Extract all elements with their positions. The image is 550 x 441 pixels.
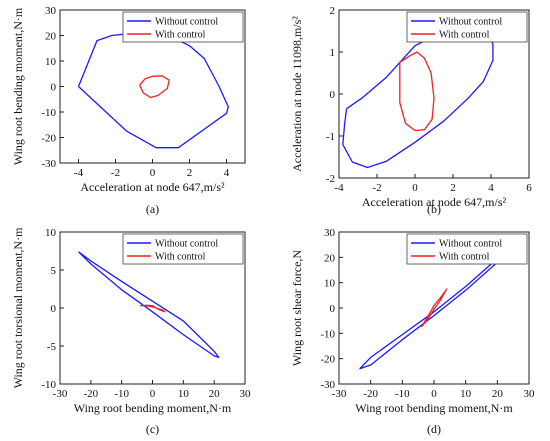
y-axis-label: Wing root torsional moment,N·m	[11, 227, 25, 388]
x-tick-label: 30	[524, 388, 536, 400]
y-tick-label: -20	[320, 354, 335, 366]
x-tick-label: 0	[150, 167, 156, 179]
x-tick-label: -20	[363, 388, 378, 400]
y-tick-label: -1	[326, 131, 335, 143]
panel-label: (d)	[427, 422, 441, 436]
y-axis-label: Wing root shear force,N	[290, 250, 304, 366]
x-tick-label: 2	[450, 182, 456, 194]
series-without-control	[342, 22, 494, 169]
series-without-control	[77, 32, 229, 149]
y-tick-label: -30	[320, 379, 335, 391]
y-tick-label: 10	[324, 278, 336, 290]
x-tick-label: -10	[114, 388, 129, 400]
x-axis-label: Acceleration at node 647,m/s²	[362, 195, 507, 209]
x-tick-label: -20	[83, 388, 98, 400]
legend-label: Without control	[439, 17, 502, 28]
x-tick-label: 20	[209, 388, 221, 400]
y-tick-label: 30	[45, 5, 57, 17]
y-tick-label: 2	[330, 5, 336, 17]
legend-box	[406, 11, 528, 43]
y-axis-label: Acceleration at node 11098,m/s²	[290, 16, 304, 172]
legend-label: With control	[155, 252, 206, 263]
legend-box	[406, 233, 528, 265]
x-tick-label: -2	[372, 182, 381, 194]
x-tick-label: 6	[526, 182, 532, 194]
y-tick-label: 10	[45, 227, 57, 239]
x-tick-label: -4	[334, 182, 344, 194]
y-tick-label: -30	[41, 158, 56, 170]
y-tick-label: 10	[45, 56, 57, 68]
series-with-control	[140, 304, 166, 313]
legend-label: Without control	[439, 239, 502, 250]
legend: Without control With control	[406, 11, 528, 43]
y-tick-label: -2	[326, 173, 335, 185]
x-tick-label: 0	[412, 182, 418, 194]
y-tick-label: 1	[330, 47, 336, 59]
x-tick-label: 4	[224, 167, 230, 179]
x-tick-label: -4	[74, 167, 84, 179]
panel-d: -30 -20 -10 0 10 20 30 -30 -20 -10 0 10 20 30 Without …	[290, 227, 535, 436]
x-tick-label: 0	[150, 388, 156, 400]
y-tick-label: 0	[51, 82, 57, 94]
panel-label: (c)	[146, 422, 159, 436]
legend-box	[122, 11, 244, 43]
y-tick-label: -10	[41, 379, 56, 391]
legend-label: With control	[439, 252, 490, 263]
x-tick-label: 30	[240, 388, 252, 400]
panel-label: (b)	[427, 202, 441, 216]
x-tick-label: -2	[111, 167, 120, 179]
y-axis-label: Wing root bending moment,N·m	[11, 7, 25, 165]
x-axis-label: Wing root bending moment,N·m	[355, 401, 513, 415]
panel-label: (a)	[146, 202, 159, 216]
y-tick-label: -10	[320, 328, 335, 340]
legend-label: With control	[439, 30, 490, 41]
legend: Without control With control	[406, 233, 528, 265]
legend-label: Without control	[155, 17, 218, 28]
series-with-control	[420, 288, 448, 328]
x-tick-label: 10	[460, 388, 472, 400]
legend-box	[122, 233, 244, 265]
x-tick-label: -30	[332, 388, 347, 400]
x-tick-label: -10	[395, 388, 410, 400]
series-with-control	[139, 75, 170, 99]
legend-label: With control	[155, 30, 206, 41]
y-tick-label: 0	[330, 89, 336, 101]
x-tick-label: 10	[178, 388, 190, 400]
y-tick-label: 5	[51, 265, 57, 277]
x-axis-label: Wing root bending moment,N·m	[74, 401, 232, 415]
legend-label: Without control	[155, 239, 218, 250]
y-tick-label: 20	[324, 252, 336, 264]
y-tick-label: 0	[330, 303, 336, 315]
x-tick-label: 2	[187, 167, 193, 179]
y-tick-label: 0	[51, 303, 57, 315]
x-tick-label: 20	[492, 388, 504, 400]
x-axis-label: Acceleration at node 647,m/s²	[80, 180, 225, 194]
y-tick-label: -20	[41, 133, 56, 145]
legend: Without control With control	[122, 233, 244, 265]
series-without-control	[78, 251, 220, 359]
x-tick-label: 0	[431, 388, 437, 400]
x-tick-label: 4	[488, 182, 494, 194]
panel-c: -30 -20 -10 0 10 20 30 -10 -5 0 5 10 Without control…	[11, 227, 251, 436]
y-tick-label: -5	[47, 341, 57, 353]
y-tick-label: 30	[324, 227, 336, 239]
x-tick-label: -30	[53, 388, 68, 400]
series-with-control	[399, 51, 435, 132]
y-tick-label: 20	[45, 31, 57, 43]
y-tick-label: -10	[41, 107, 56, 119]
legend: Without control With control	[122, 11, 244, 43]
